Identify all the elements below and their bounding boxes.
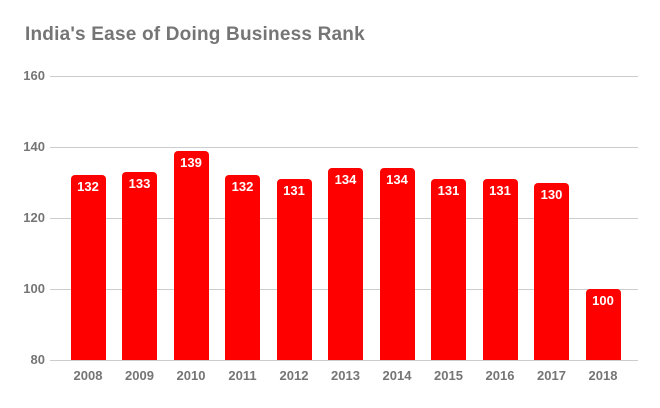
chart-title: India's Ease of Doing Business Rank: [25, 24, 365, 45]
x-axis-tick-label: 2010: [176, 368, 206, 383]
x-axis-tick-label: 2011: [228, 368, 257, 383]
x-axis-tick-label: 2014: [382, 368, 412, 383]
bar-value-label: 132: [77, 179, 99, 195]
bar-2018[interactable]: 100: [585, 289, 621, 360]
bar-value-label: 134: [334, 172, 357, 188]
bar-value-label: 131: [283, 182, 305, 198]
x-axis-tick-label: 2016: [485, 368, 515, 383]
x-axis-tick-label: 2008: [73, 368, 103, 383]
y-axis-tick-label: 160: [23, 68, 45, 83]
bar-2015[interactable]: 131: [431, 178, 466, 360]
bar-2013[interactable]: 134: [328, 168, 363, 360]
bar-2008[interactable]: 132: [70, 175, 106, 360]
bar-value-label: 130: [540, 186, 563, 202]
y-axis-tick-label: 100: [23, 281, 45, 296]
bar-2010[interactable]: 139: [173, 150, 209, 360]
bar-2012[interactable]: 131: [276, 178, 312, 360]
bar-2009[interactable]: 133: [122, 171, 157, 360]
x-axis-tick-label: 2017: [537, 368, 566, 383]
bar-value-label: 139: [180, 154, 202, 170]
bar-value-label: 133: [128, 175, 151, 191]
bar-value-label: 131: [489, 182, 511, 198]
x-axis-tick-label: 2018: [588, 368, 618, 383]
y-axis-tick-label: 120: [23, 210, 45, 225]
plot-area: 132 133 139 132 131 134 134 131 131 130 100: [50, 76, 638, 361]
bar-value-label: 131: [437, 182, 460, 198]
x-axis-tick-label: 2009: [125, 368, 154, 383]
gridline: [50, 147, 638, 148]
x-axis-tick-label: 2013: [331, 368, 360, 383]
bar-2017[interactable]: 130: [534, 182, 569, 360]
bar-value-label: 100: [592, 293, 614, 308]
bar-value-label: 134: [386, 172, 408, 188]
bar-value-label: 132: [231, 179, 254, 195]
y-axis-tick-label: 80: [30, 352, 45, 367]
bar-2014[interactable]: 134: [379, 168, 415, 360]
x-axis-tick-label: 2015: [434, 368, 463, 383]
gridline: [50, 76, 638, 77]
gridline: [50, 360, 638, 361]
bar-2016[interactable]: 131: [482, 178, 518, 360]
bar-2011[interactable]: 132: [225, 175, 260, 360]
x-axis-tick-label: 2012: [279, 368, 309, 383]
y-axis-tick-label: 140: [23, 139, 45, 154]
